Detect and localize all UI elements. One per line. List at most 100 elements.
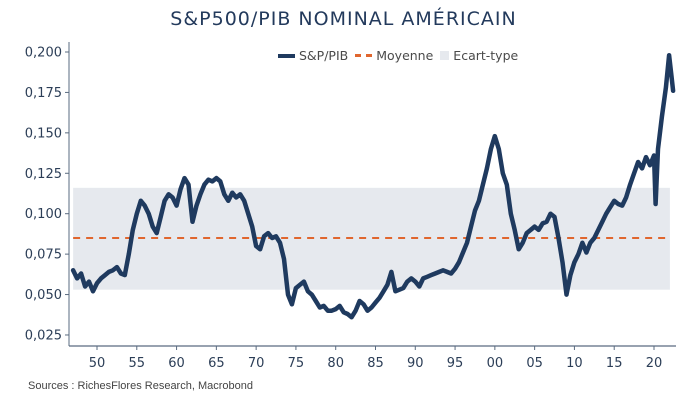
data-point: [135, 212, 138, 215]
data-point: [561, 261, 564, 264]
data-point: [266, 231, 270, 235]
data-point: [597, 228, 600, 232]
data-point: [565, 293, 568, 296]
legend: S&P/PIB Moyenne Ecart-type: [278, 48, 525, 63]
data-point: [441, 269, 445, 272]
data-point: [127, 252, 130, 256]
data-point: [338, 304, 341, 308]
data-point: [231, 191, 234, 194]
data-point: [521, 241, 524, 244]
data-point: [211, 180, 214, 183]
x-tick-label: 80: [327, 356, 344, 371]
data-point: [282, 257, 286, 261]
data-point: [513, 228, 516, 232]
data-point: [652, 154, 656, 157]
data-point: [501, 172, 504, 175]
y-tick-label: 0,175: [25, 86, 62, 101]
data-point: [270, 236, 274, 240]
data-point: [656, 147, 660, 151]
legend-label: S&P/PIB: [299, 48, 349, 63]
legend-swatch-line: [278, 53, 295, 58]
data-point: [155, 231, 158, 235]
data-point: [163, 199, 166, 202]
x-tick-label: 20: [646, 356, 663, 371]
x-tick-label: 65: [208, 356, 225, 371]
data-point: [334, 307, 337, 311]
data-point: [362, 303, 365, 306]
data-point: [617, 202, 620, 206]
data-point: [314, 299, 317, 303]
data-point: [434, 272, 437, 275]
data-point: [243, 199, 246, 202]
data-point: [386, 283, 389, 286]
data-point: [394, 290, 397, 293]
data-point: [151, 225, 154, 228]
data-point: [406, 280, 409, 283]
data-point: [199, 193, 202, 196]
data-point: [378, 296, 381, 299]
data-point: [410, 277, 413, 280]
data-point: [632, 172, 636, 175]
data-point: [187, 183, 190, 186]
data-point: [342, 311, 345, 314]
data-point: [553, 215, 556, 219]
data-point: [573, 261, 576, 264]
x-tick-label: 05: [526, 356, 543, 371]
data-point: [123, 273, 127, 277]
data-point: [636, 160, 640, 164]
data-point: [318, 306, 321, 309]
data-point: [422, 277, 425, 280]
data-point: [493, 134, 496, 138]
data-point: [370, 306, 373, 309]
data-point: [569, 273, 572, 277]
data-point: [664, 86, 668, 89]
data-point: [219, 180, 222, 183]
data-point: [654, 202, 657, 206]
data-point: [469, 225, 473, 228]
data-point: [398, 288, 401, 291]
data-point: [449, 272, 453, 275]
data-point: [103, 273, 107, 277]
data-point: [414, 280, 417, 283]
legend-item-ecart-type: Ecart-type: [440, 48, 518, 63]
data-point: [358, 299, 361, 303]
data-point: [366, 309, 369, 312]
data-point: [294, 286, 298, 290]
data-point: [489, 147, 493, 151]
y-tick-label: 0,075: [25, 248, 62, 263]
data-point: [465, 241, 469, 244]
data-point: [509, 212, 512, 215]
data-point: [613, 199, 616, 202]
data-point: [648, 164, 652, 167]
data-point: [374, 301, 377, 304]
data-point: [330, 309, 333, 312]
data-point: [430, 273, 433, 277]
x-tick-label: 75: [288, 356, 305, 371]
x-tick-label: 95: [447, 356, 464, 371]
data-point: [621, 204, 624, 207]
data-point: [286, 293, 290, 296]
x-tick-label: 85: [367, 356, 384, 371]
y-tick-label: 0,200: [25, 46, 62, 61]
data-point: [310, 293, 313, 296]
data-point: [457, 261, 461, 264]
data-point: [171, 196, 174, 199]
data-point: [473, 209, 477, 212]
data-point: [402, 286, 405, 290]
data-point: [71, 269, 75, 272]
data-point: [258, 248, 262, 251]
x-tick-label: 70: [248, 356, 265, 371]
y-tick-label: 0,025: [25, 328, 62, 343]
x-tick-label: 50: [89, 356, 106, 371]
data-point: [87, 280, 91, 283]
data-point: [418, 285, 421, 288]
data-point: [601, 220, 604, 223]
legend-label: Ecart-type: [453, 48, 519, 63]
source-note: Sources : RichesFlores Research, Macrobo…: [28, 380, 253, 392]
data-point: [644, 155, 648, 159]
x-tick-label: 60: [168, 356, 185, 371]
data-point: [426, 275, 429, 278]
data-point: [95, 282, 99, 285]
data-point: [529, 228, 532, 232]
data-point: [83, 285, 87, 288]
